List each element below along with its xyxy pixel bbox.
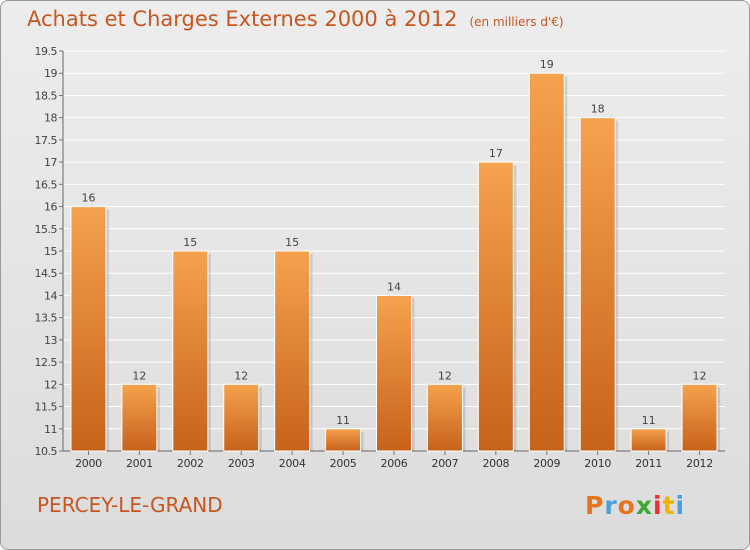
- data-label: 15: [183, 236, 197, 249]
- logo-letter: x: [635, 491, 653, 520]
- y-tick-label: 19.5: [35, 45, 58, 58]
- x-tick-label: 2009: [533, 457, 560, 470]
- data-label: 18: [591, 103, 605, 116]
- y-tick-label: 16.5: [35, 178, 58, 191]
- logo-letter: t: [662, 491, 676, 520]
- x-tick-label: 2002: [177, 457, 204, 470]
- data-label: 12: [693, 369, 707, 382]
- bar: [70, 206, 107, 452]
- chart-title: Achats et Charges Externes 2000 à 2012 (e…: [27, 7, 564, 31]
- y-tick-label: 16: [44, 201, 57, 214]
- title-text: Achats et Charges Externes 2000 à 2012: [27, 7, 458, 31]
- logo-letter: i: [653, 491, 663, 520]
- data-label: 11: [336, 414, 350, 427]
- bar: [681, 383, 718, 452]
- bar: [376, 294, 412, 452]
- y-tick-label: 11: [44, 423, 57, 436]
- bar: [325, 428, 362, 452]
- data-label: 15: [285, 236, 299, 249]
- x-tick-label: 2010: [584, 457, 611, 470]
- logo-letter: o: [617, 491, 636, 520]
- data-label: 12: [438, 369, 452, 382]
- logo-letter: r: [604, 491, 618, 520]
- bar: [121, 383, 158, 452]
- unit-label: (en milliers d'€): [469, 15, 564, 29]
- x-tick-label: 2008: [482, 457, 509, 470]
- proxiti-logo: Proxiti: [585, 491, 685, 520]
- y-tick-label: 18: [44, 112, 57, 125]
- bar: [274, 250, 311, 452]
- bar: [223, 383, 260, 452]
- y-tick-label: 12.5: [35, 356, 58, 369]
- y-tick-label: 17.5: [35, 134, 58, 147]
- logo-letter: P: [585, 491, 605, 520]
- y-tick-label: 13.5: [35, 312, 58, 325]
- y-tick-label: 19: [44, 67, 57, 80]
- x-tick-label: 2012: [686, 457, 713, 470]
- data-label: 11: [642, 414, 656, 427]
- y-tick-label: 11.5: [35, 401, 58, 414]
- y-tick-label: 15: [44, 245, 57, 258]
- x-tick-label: 2007: [432, 457, 459, 470]
- x-tick-label: 2004: [279, 457, 306, 470]
- y-tick-label: 14.5: [35, 267, 58, 280]
- bar: [477, 161, 514, 452]
- bar: [172, 250, 209, 452]
- y-tick-label: 15.5: [35, 223, 58, 236]
- place-name: PERCEY-LE-GRAND: [37, 493, 223, 517]
- y-tick-label: 18.5: [35, 89, 58, 102]
- x-tick-label: 2005: [330, 457, 357, 470]
- data-label: 12: [234, 369, 248, 382]
- x-tick-label: 2006: [381, 457, 408, 470]
- x-tick-label: 2001: [126, 457, 153, 470]
- x-tick-label: 2011: [635, 457, 662, 470]
- y-tick-label: 10.5: [35, 445, 58, 458]
- data-label: 19: [540, 58, 554, 71]
- data-label: 17: [489, 147, 503, 160]
- data-label: 14: [387, 280, 401, 293]
- data-label: 16: [81, 192, 95, 205]
- x-tick-label: 2000: [75, 457, 102, 470]
- bar: [630, 428, 667, 452]
- bar: [426, 383, 463, 452]
- logo-letter: i: [675, 491, 686, 520]
- y-tick-label: 12: [44, 378, 57, 391]
- bar: [528, 72, 565, 452]
- bar: [579, 117, 616, 452]
- data-label: 12: [132, 369, 146, 382]
- y-tick-label: 13: [44, 334, 57, 347]
- y-tick-label: 17: [44, 156, 57, 169]
- x-tick-label: 2003: [228, 457, 255, 470]
- y-tick-label: 14: [44, 289, 57, 302]
